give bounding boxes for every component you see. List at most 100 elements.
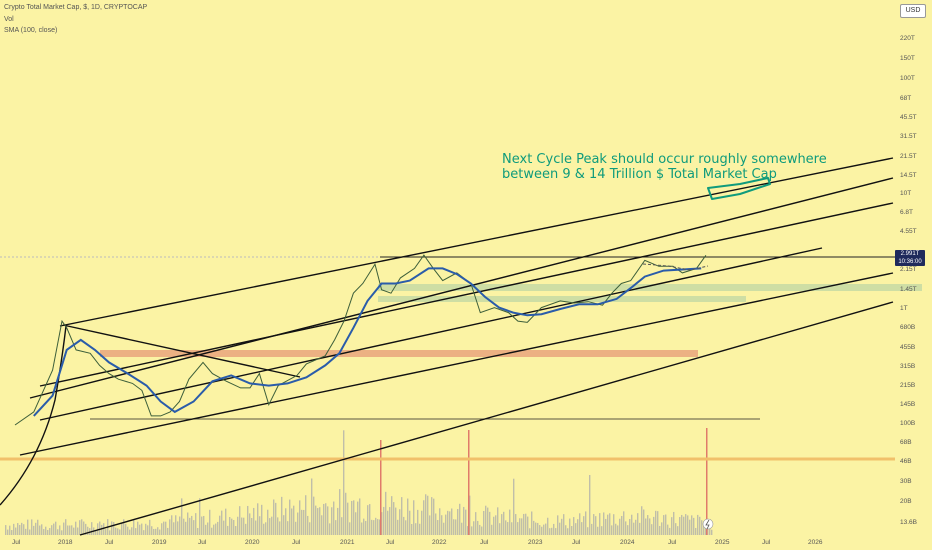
- volume-bar: [249, 513, 251, 535]
- y-tick-label: 315B: [900, 363, 915, 370]
- volume-bar: [507, 522, 509, 535]
- y-tick-label: 30B: [900, 478, 912, 485]
- volume-bar: [181, 498, 183, 535]
- volume-bar: [273, 499, 275, 535]
- volume-bar: [15, 527, 17, 535]
- volume-bar: [445, 514, 447, 535]
- x-tick-label: 2025: [715, 539, 730, 546]
- volume-bar: [195, 513, 197, 535]
- volume-bar: [489, 511, 491, 535]
- volume-bar: [551, 527, 553, 535]
- volume-bar: [237, 516, 239, 535]
- volume-bar: [39, 525, 41, 535]
- volume-bar: [645, 518, 647, 535]
- volume-bar: [663, 515, 665, 535]
- volume-bar: [153, 528, 155, 535]
- volume-bar: [517, 522, 519, 535]
- y-tick-label: 14.5T: [900, 172, 917, 179]
- volume-bar: [395, 507, 397, 535]
- volume-bar: [521, 518, 523, 535]
- volume-bar: [259, 516, 261, 535]
- volume-bar: [693, 517, 695, 535]
- volume-bar: [375, 517, 377, 535]
- y-tick-label: 46B: [900, 458, 912, 465]
- volume-bar: [393, 502, 395, 535]
- volume-bars: [5, 428, 713, 535]
- price-badge-countdown: 10:36:00: [898, 259, 922, 265]
- volume-bar: [675, 523, 677, 535]
- volume-bar: [33, 525, 35, 535]
- volume-bar: [151, 526, 153, 535]
- volume-bar: [75, 521, 77, 535]
- volume-bar: [189, 517, 191, 535]
- volume-bar: [235, 526, 237, 535]
- currency-button[interactable]: USD: [900, 4, 926, 18]
- volume-bar: [31, 519, 33, 535]
- volume-bar: [541, 526, 543, 535]
- trendline-6: [79, 301, 894, 536]
- volume-bar: [339, 489, 341, 535]
- volume-bar: [7, 529, 9, 535]
- volume-bar: [389, 507, 391, 535]
- volume-bar: [697, 514, 699, 535]
- price-badge-value: 2.991T: [900, 251, 920, 257]
- zone-green-2: [378, 296, 746, 302]
- volume-bar: [683, 516, 685, 535]
- volume-bar: [597, 526, 599, 535]
- volume-bar: [397, 519, 399, 535]
- volume-bar: [115, 527, 117, 535]
- volume-bar: [553, 523, 555, 535]
- volume-bar: [161, 523, 163, 535]
- volume-bar: [197, 527, 199, 535]
- volume-bar: [23, 524, 25, 535]
- volume-bar: [113, 522, 115, 535]
- volume-bar: [269, 518, 271, 535]
- volume-bar: [301, 509, 303, 535]
- volume-bar: [53, 523, 55, 535]
- volume-bar: [283, 515, 285, 535]
- y-tick-label: 220T: [900, 35, 915, 42]
- annotation-line-1: Next Cycle Peak should occur roughly som…: [502, 152, 827, 167]
- volume-bar: [77, 527, 79, 535]
- volume-bar: [345, 492, 347, 535]
- volume-bar: [143, 530, 145, 535]
- volume-bar: [481, 526, 483, 535]
- volume-bar: [699, 516, 701, 535]
- volume-bar: [79, 520, 81, 535]
- volume-bar: [217, 521, 219, 535]
- volume-bar: [473, 521, 475, 535]
- volume-bar: [43, 529, 45, 535]
- volume-bar: [539, 525, 541, 535]
- volume-bar: [403, 516, 405, 535]
- lightning-icon[interactable]: [702, 518, 714, 530]
- volume-bar: [371, 519, 373, 535]
- volume-bar: [351, 500, 353, 535]
- y-tick-label: 10T: [900, 190, 911, 197]
- volume-bar: [349, 522, 351, 535]
- volume-bar: [417, 509, 419, 535]
- volume-bar: [497, 507, 499, 535]
- volume-bar: [443, 522, 445, 535]
- volume-bar: [561, 518, 563, 535]
- trendline-2: [29, 177, 894, 399]
- volume-bar: [671, 517, 673, 535]
- volume-bar: [399, 509, 401, 535]
- volume-bar: [63, 522, 65, 535]
- y-tick-label: 45.5T: [900, 114, 917, 121]
- volume-bar: [41, 524, 43, 535]
- volume-bar: [513, 478, 515, 535]
- y-tick-label: 68T: [900, 95, 911, 102]
- volume-bar: [689, 519, 691, 535]
- volume-bar: [289, 499, 291, 535]
- volume-bar: [655, 510, 657, 535]
- volume-bar: [439, 508, 441, 535]
- price-series: [14, 254, 707, 426]
- volume-bar: [647, 515, 649, 535]
- volume-bar: [333, 501, 335, 535]
- volume-bar: [263, 523, 265, 535]
- volume-bar: [391, 496, 393, 535]
- volume-bar: [401, 497, 403, 535]
- volume-bar: [271, 516, 273, 535]
- volume-bar: [155, 528, 157, 535]
- volume-bar: [131, 527, 133, 535]
